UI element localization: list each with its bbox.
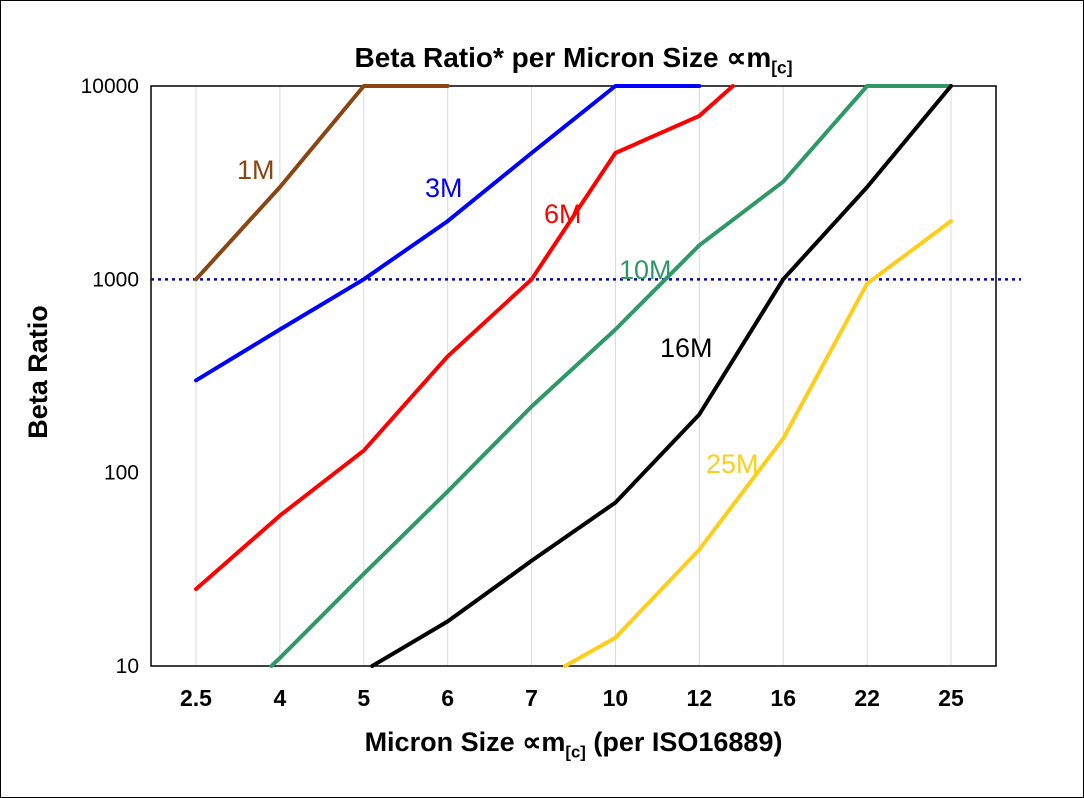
series-line-10M [269,84,953,668]
series-line-16M [370,84,953,668]
y-axis-label: Beta Ratio [23,305,53,439]
x-tick-label-25: 25 [938,685,964,711]
x-axis-label: Micron Size ∝m[c] (per ISO16889) [151,727,996,762]
x-axis-label-text: Micron Size [364,727,523,757]
series-label-16M: 16M [660,333,713,363]
series-label-25M: 25M [706,449,759,479]
x-tick-label-16: 16 [770,685,796,711]
series-label-1M: 1M [237,155,275,185]
chart-title-subscript: [c] [771,57,793,78]
x-tick-label-7: 7 [525,685,538,711]
series-label-10M: 10M [619,255,672,285]
y-tick-label-100: 100 [104,462,139,485]
y-tick-label-10000: 10000 [81,75,139,98]
series-label-6M: 6M [544,199,582,229]
chart-title-symbol: ∝m [726,42,772,73]
x-tick-label-12: 12 [687,685,713,711]
x-tick-label-22: 22 [854,685,880,711]
series-line-25M [563,219,953,668]
y-tick-label-10: 10 [116,655,139,678]
x-tick-label-4: 4 [273,685,286,711]
x-tick-label-2.5: 2.5 [180,685,212,711]
x-tick-label-6: 6 [441,685,454,711]
x-axis-label-symbol: ∝m [522,727,566,757]
y-tick-label-1000: 1000 [92,268,139,291]
plot-border [150,85,997,667]
series-label-3M: 3M [425,173,463,203]
x-tick-label-10: 10 [603,685,629,711]
chart-title: Beta Ratio* per Micron Size ∝m[c] [151,41,996,79]
x-axis-label-subscript: [c] [565,742,586,762]
series-line-6M [194,84,735,592]
series-line-1M [194,84,450,282]
x-tick-label-5: 5 [357,685,370,711]
x-axis-label-suffix: (per ISO16889) [585,727,783,757]
series-line-3M [194,84,702,383]
chart-title-text: Beta Ratio* per Micron Size [354,42,727,73]
